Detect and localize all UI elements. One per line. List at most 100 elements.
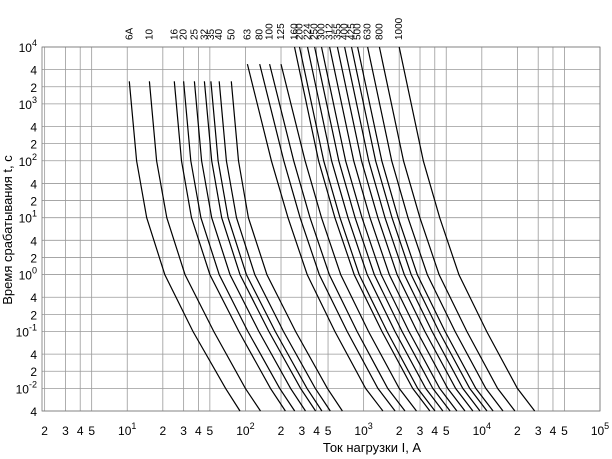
tick-label: 101 bbox=[118, 421, 136, 438]
series-label: 50 bbox=[226, 28, 237, 40]
tick-label-base: 4 bbox=[30, 121, 37, 135]
tick-label: 4 bbox=[431, 424, 438, 438]
x-axis-label: Ток нагрузки I, А bbox=[323, 440, 422, 455]
series-label: 355 bbox=[332, 23, 343, 40]
tick-label: 2 bbox=[30, 81, 37, 95]
tick-label-base: 10 bbox=[19, 41, 33, 55]
tick-label-base: 2 bbox=[30, 195, 37, 209]
tick-label: 4 bbox=[30, 348, 37, 362]
tick-label: 3 bbox=[180, 424, 187, 438]
fuse-curve bbox=[320, 46, 458, 412]
tick-label-base: 4 bbox=[431, 424, 438, 438]
tick-label: 3 bbox=[298, 424, 305, 438]
tick-label-exponent: 2 bbox=[32, 152, 37, 162]
tick-label: 2 bbox=[278, 424, 285, 438]
tick-label-base: 2 bbox=[30, 138, 37, 152]
tick-label-exponent: 1 bbox=[32, 209, 37, 219]
fuse-curve bbox=[329, 46, 466, 412]
tick-label-base: 10 bbox=[473, 424, 487, 438]
tick-label-exponent: 3 bbox=[368, 421, 373, 431]
tick-label-base: 4 bbox=[30, 64, 37, 78]
fuse-curve bbox=[148, 81, 261, 412]
tick-label-base: 10 bbox=[19, 212, 33, 226]
tick-label: 103 bbox=[354, 421, 372, 438]
tick-label-base: 4 bbox=[30, 291, 37, 305]
series-label: 100 bbox=[265, 23, 276, 40]
tick-label-base: 10 bbox=[16, 382, 30, 396]
tick-label-base: 2 bbox=[278, 424, 285, 438]
series-label: 160 bbox=[289, 23, 300, 40]
tick-label-exponent: -2 bbox=[29, 379, 37, 389]
fuse-curve bbox=[210, 81, 323, 412]
series-label: 63 bbox=[242, 28, 253, 40]
tick-label-base: 4 bbox=[30, 348, 37, 362]
tick-label: 105 bbox=[591, 421, 609, 438]
fuse-curve bbox=[367, 46, 504, 412]
y-axis-label: Время срабатывания t, с bbox=[0, 155, 15, 305]
tick-label: 4 bbox=[30, 121, 37, 135]
tick-label-base: 2 bbox=[514, 424, 521, 438]
fuse-curve bbox=[293, 46, 431, 412]
tick-label-base: 10 bbox=[19, 269, 33, 283]
tick-label: 10-1 bbox=[16, 322, 37, 339]
tick-label: 4 bbox=[30, 177, 37, 191]
tick-label: 4 bbox=[77, 424, 84, 438]
fuse-curve bbox=[218, 81, 331, 412]
tick-label-base: 2 bbox=[30, 308, 37, 322]
tick-label: 2 bbox=[30, 308, 37, 322]
tick-label: 102 bbox=[236, 421, 254, 438]
tick-label-base: 2 bbox=[159, 424, 166, 438]
tick-label: 103 bbox=[19, 95, 37, 112]
tick-label: 104 bbox=[473, 421, 491, 438]
tick-label-exponent: 1 bbox=[131, 421, 136, 431]
tick-label: 102 bbox=[19, 152, 37, 169]
tick-label: 2 bbox=[30, 365, 37, 379]
tick-label-base: 4 bbox=[313, 424, 320, 438]
tick-label-base: 3 bbox=[180, 424, 187, 438]
series-label: 224 bbox=[302, 23, 313, 40]
series-label: 250 bbox=[310, 23, 321, 40]
tick-label: 5 bbox=[325, 424, 332, 438]
series-label: 500 bbox=[353, 23, 364, 40]
tick-label: 3 bbox=[417, 424, 424, 438]
tick-label: 4 bbox=[30, 291, 37, 305]
series-label: 300 bbox=[316, 23, 327, 40]
series-label: 200 bbox=[295, 23, 306, 40]
tick-label: 4 bbox=[30, 405, 37, 419]
series-label: 40 bbox=[214, 28, 225, 40]
tick-label-base: 2 bbox=[396, 424, 403, 438]
fuse-curve bbox=[336, 46, 474, 412]
tick-label-base: 10 bbox=[591, 424, 605, 438]
tick-label: 4 bbox=[30, 234, 37, 248]
tick-label: 2 bbox=[30, 251, 37, 265]
tick-label: 5 bbox=[88, 424, 95, 438]
fuse-curve bbox=[350, 46, 488, 412]
series-label: 125 bbox=[276, 23, 287, 40]
fuse-curve bbox=[306, 46, 444, 412]
tick-label-exponent: 2 bbox=[250, 421, 255, 431]
tick-label: 4 bbox=[313, 424, 320, 438]
tick-label: 104 bbox=[19, 38, 37, 55]
tick-label-base: 4 bbox=[30, 177, 37, 191]
fuse-curve bbox=[298, 46, 436, 412]
tick-label-exponent: 4 bbox=[32, 38, 37, 48]
tick-label: 5 bbox=[207, 424, 214, 438]
fuse-curve bbox=[183, 81, 296, 412]
tick-label-base: 2 bbox=[30, 81, 37, 95]
tick-label: 5 bbox=[561, 424, 568, 438]
series-label: 32 bbox=[199, 28, 210, 40]
tick-label-base: 10 bbox=[236, 424, 250, 438]
tick-label-base: 5 bbox=[325, 424, 332, 438]
tick-label: 101 bbox=[19, 209, 37, 226]
series-label: 16 bbox=[169, 28, 180, 40]
tick-label: 2 bbox=[30, 195, 37, 209]
tick-label-base: 10 bbox=[16, 325, 30, 339]
series-label: 425 bbox=[347, 23, 358, 40]
tick-label-base: 2 bbox=[30, 365, 37, 379]
tick-label-base: 3 bbox=[298, 424, 305, 438]
series-label: 630 bbox=[363, 23, 374, 40]
tick-label-base: 5 bbox=[207, 424, 214, 438]
tick-label-base: 10 bbox=[354, 424, 368, 438]
fuse-curve bbox=[203, 81, 317, 412]
fuse-curve bbox=[398, 46, 536, 412]
